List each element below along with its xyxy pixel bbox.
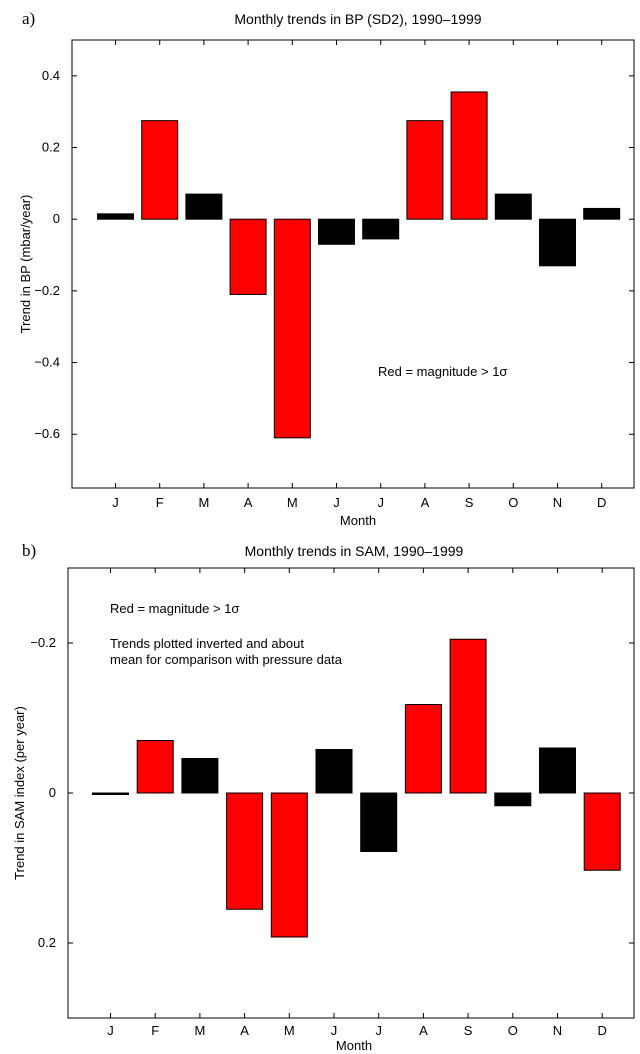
panel-a-ylabel: Trend in BP (mbar/year) (18, 195, 33, 334)
xtick-label: S (465, 495, 474, 510)
bar-M-5 (273, 218, 311, 439)
xtick-label: A (419, 1023, 428, 1038)
xtick-label: J (107, 1023, 114, 1038)
ytick-label: 0 (53, 211, 60, 226)
panel-b-ylabel: Trend in SAM index (per year) (12, 706, 27, 880)
panel-a-bars (97, 91, 621, 439)
panel-a-ticks (72, 40, 634, 488)
xtick-label: J (377, 495, 384, 510)
ytick-label: −0.4 (34, 355, 60, 370)
xtick-label: F (156, 495, 164, 510)
panel-a-axes-box (71, 39, 635, 489)
bar-S-9 (449, 638, 487, 794)
bar-N-11 (539, 747, 576, 794)
panel-a-title: Monthly trends in BP (SD2), 1990–1999 (234, 11, 481, 27)
panel-b-annotation-1: Red = magnitude > 1σ (110, 601, 239, 616)
panel-a-label: a) (22, 9, 35, 28)
bar-D-12 (583, 207, 621, 220)
xtick-label: A (240, 1023, 249, 1038)
ytick-label: 0.2 (38, 935, 56, 950)
bar-A-4 (229, 218, 267, 295)
bar-O-10 (494, 193, 532, 220)
ytick-label: −0.2 (30, 635, 56, 650)
bar-F-2 (136, 740, 174, 794)
ytick-label: −0.2 (34, 283, 60, 298)
xtick-label: M (287, 495, 298, 510)
xtick-label: O (508, 1023, 518, 1038)
xtick-label: M (198, 495, 209, 510)
bar-J-1 (97, 213, 134, 220)
panel-b-annotation-2: Trends plotted inverted and about (110, 636, 304, 651)
bar-M-3 (181, 758, 219, 794)
panel-a-ytick-labels: 0.4 0.2 0 −0.2 −0.4 −0.6 (34, 68, 60, 441)
xtick-label: O (508, 495, 518, 510)
bar-F-2 (141, 120, 179, 220)
panel-b-label: b) (22, 541, 36, 560)
bar-M-5 (270, 792, 308, 938)
xtick-label: M (284, 1023, 295, 1038)
xtick-label: N (553, 1023, 562, 1038)
panel-a-annotation-1: Red = magnitude > 1σ (378, 364, 507, 379)
bar-N-11 (539, 218, 576, 267)
xtick-label: F (151, 1023, 159, 1038)
bar-D-12 (583, 792, 621, 871)
panel-b-title: Monthly trends in SAM, 1990–1999 (245, 543, 464, 559)
bar-O-10 (494, 792, 532, 807)
bar-J-6 (315, 749, 353, 794)
ytick-label: 0 (49, 785, 56, 800)
panel-b: b) Monthly trends in SAM, 1990–1999 −0.2… (12, 541, 635, 1053)
xtick-label: N (553, 495, 562, 510)
ytick-label: 0.4 (42, 68, 60, 83)
bar-J-6 (318, 218, 355, 245)
xtick-label: J (331, 1023, 338, 1038)
xtick-label: M (194, 1023, 205, 1038)
panel-b-xlabel: Month (336, 1038, 372, 1053)
xtick-label: S (464, 1023, 473, 1038)
ytick-label: 0.2 (42, 140, 60, 155)
panel-b-annotation-3: mean for comparison with pressure data (110, 652, 343, 667)
xtick-label: J (333, 495, 340, 510)
xtick-label: J (112, 495, 119, 510)
panel-b-bars (92, 638, 621, 938)
bar-J-1 (92, 792, 129, 795)
bar-J-7 (360, 792, 398, 852)
bar-M-3 (185, 193, 223, 220)
panel-a: a) Monthly trends in BP (SD2), 1990–1999… (18, 9, 635, 528)
xtick-label: D (597, 495, 606, 510)
xtick-label: A (421, 495, 430, 510)
bar-A-4 (226, 792, 264, 910)
xtick-label: J (375, 1023, 382, 1038)
bar-J-7 (362, 218, 400, 240)
bar-A-8 (404, 704, 442, 794)
panel-b-ticks (68, 568, 634, 1018)
bar-S-9 (450, 91, 488, 220)
xtick-label: A (244, 495, 253, 510)
panel-a-xlabel: Month (340, 513, 376, 528)
xtick-label: D (598, 1023, 607, 1038)
bar-A-8 (406, 120, 444, 220)
ytick-label: −0.6 (34, 426, 60, 441)
panel-b-ytick-labels: −0.2 0 0.2 (30, 635, 56, 950)
